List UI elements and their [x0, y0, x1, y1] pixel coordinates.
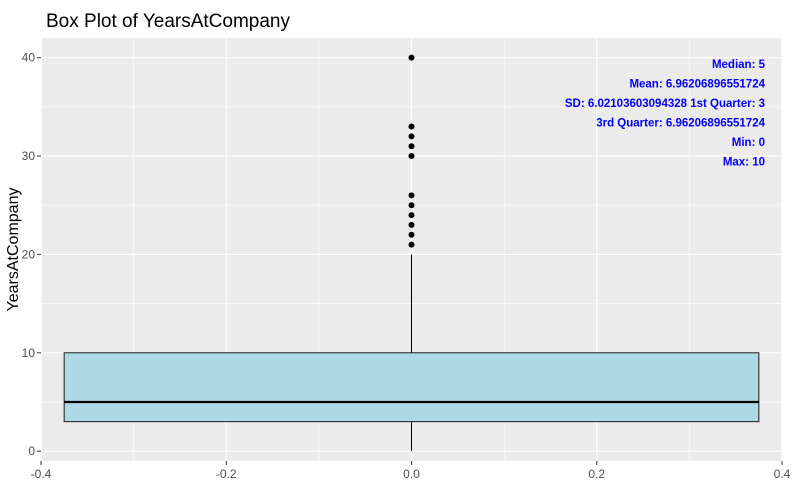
x-tick-label: 0.0: [403, 467, 420, 481]
x-tick-label: 0.4: [774, 467, 791, 481]
y-tick-label: 10: [22, 346, 36, 360]
y-axis-ticks: 0 10 20 30 40: [22, 51, 41, 458]
iqr-box: [63, 352, 760, 423]
outlier-point: [408, 212, 415, 219]
box-group: [63, 352, 760, 423]
outlier-point: [408, 153, 415, 160]
y-tick-label: 0: [28, 444, 35, 458]
summary-annotation-line: Max: 10: [723, 157, 765, 169]
x-tick-label: -0.4: [31, 467, 52, 481]
summary-annotations: Median: 5 Mean: 6.96206896551724 SD: 6.021…: [565, 59, 766, 169]
summary-annotation-line: Min: 0: [732, 137, 765, 149]
y-axis-title: YearsAtCompany: [5, 188, 22, 312]
summary-annotation-line: SD: 6.02103603094328 1st Quarter: 3: [565, 98, 765, 110]
x-tick-label: 0.2: [588, 467, 605, 481]
outlier-point: [408, 202, 415, 209]
summary-annotation-line: 3rd Quarter: 6.96206896551724: [596, 118, 765, 130]
summary-annotation-line: Mean: 6.96206896551724: [629, 79, 765, 91]
outlier-point: [408, 221, 415, 228]
outlier-point: [408, 241, 415, 248]
outlier-point: [408, 54, 415, 61]
summary-annotation-line: Median: 5: [712, 59, 766, 71]
y-tick-label: 30: [22, 149, 36, 163]
outlier-point: [408, 231, 415, 238]
outlier-point: [408, 143, 415, 150]
y-tick-label: 20: [22, 247, 36, 261]
y-tick-label: 40: [22, 51, 36, 65]
outlier-point: [408, 133, 415, 140]
x-tick-label: -0.2: [216, 467, 237, 481]
chart-title: Box Plot of YearsAtCompany: [46, 11, 290, 32]
x-axis-ticks: -0.4 -0.2 0.0 0.2 0.4: [31, 461, 791, 481]
outlier-point: [408, 192, 415, 199]
outlier-point: [408, 123, 415, 130]
outlier-points: [408, 54, 415, 248]
